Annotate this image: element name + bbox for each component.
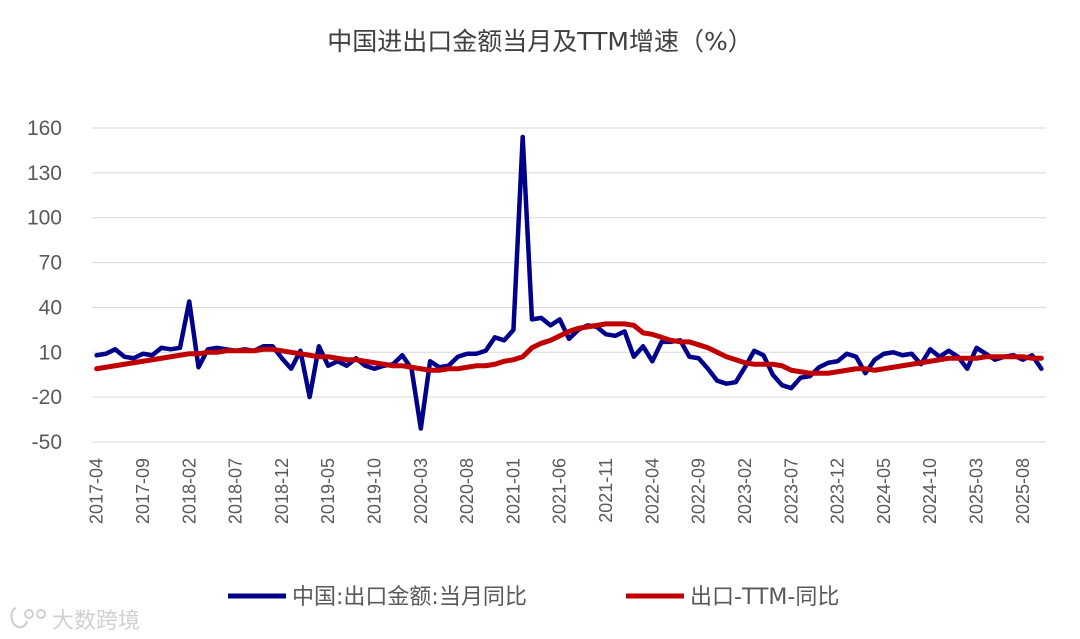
x-tick-label: 2023-12 bbox=[828, 458, 848, 524]
x-tick-label: 2025-03 bbox=[967, 458, 987, 524]
x-tick-label: 2018-07 bbox=[226, 458, 246, 524]
y-tick-label: 70 bbox=[39, 252, 62, 275]
x-tick-label: 2024-10 bbox=[920, 458, 940, 524]
series-line-export-ttm-yoy bbox=[94, 321, 1044, 376]
x-tick-label: 2024-05 bbox=[874, 458, 894, 524]
x-tick-label: 2023-07 bbox=[781, 458, 801, 524]
x-tick-label: 2019-10 bbox=[364, 458, 384, 524]
x-tick-label: 2021-11 bbox=[596, 458, 616, 523]
x-tick-label: 2019-05 bbox=[318, 458, 338, 524]
y-tick-label: 100 bbox=[27, 207, 62, 230]
x-tick-label: 2020-03 bbox=[411, 458, 431, 524]
chart-title: 中国进出口金额当月及TTM增速（%） bbox=[327, 27, 752, 56]
x-tick-label: 2017-04 bbox=[87, 458, 107, 524]
legend-label: 出口-TTM-同比 bbox=[690, 585, 839, 610]
y-tick-label: 10 bbox=[39, 341, 62, 364]
watermark-text: 大数跨境 bbox=[52, 609, 140, 634]
y-tick-label: 160 bbox=[27, 117, 62, 140]
y-tick-label: -50 bbox=[32, 431, 62, 454]
x-tick-label: 2022-09 bbox=[689, 458, 709, 524]
x-tick-label: 2020-08 bbox=[457, 458, 477, 524]
x-tick-label: 2025-08 bbox=[1013, 458, 1033, 524]
grid-lines bbox=[92, 127, 1046, 443]
x-tick-label: 2018-02 bbox=[179, 458, 199, 524]
legend: 中国:出口金额:当月同比 出口-TTM-同比 bbox=[228, 585, 839, 610]
x-tick-label: 2021-01 bbox=[503, 458, 523, 524]
x-tick-label: 2017-09 bbox=[133, 458, 153, 524]
logo-icon bbox=[10, 606, 46, 629]
x-tick-label: 2023-02 bbox=[735, 458, 755, 524]
y-tick-label: 40 bbox=[39, 296, 62, 319]
series-lines bbox=[94, 134, 1044, 431]
legend-label: 中国:出口金额:当月同比 bbox=[292, 585, 527, 610]
x-tick-label: 2021-06 bbox=[550, 458, 570, 524]
x-tick-label: 2022-04 bbox=[642, 458, 662, 524]
x-axis-ticks: 2017-04 2017-09 2018-02 2018-07 2018-12 2019-… bbox=[87, 458, 1033, 524]
y-tick-label: -20 bbox=[32, 386, 62, 409]
x-tick-label: 2018-12 bbox=[272, 458, 292, 524]
y-axis-ticks: 160 130 100 70 40 10 -20 -50 bbox=[27, 117, 62, 454]
y-tick-label: 130 bbox=[27, 162, 62, 185]
series-line-monthly-export-yoy bbox=[94, 134, 1044, 431]
watermark: 大数跨境 bbox=[10, 606, 140, 634]
